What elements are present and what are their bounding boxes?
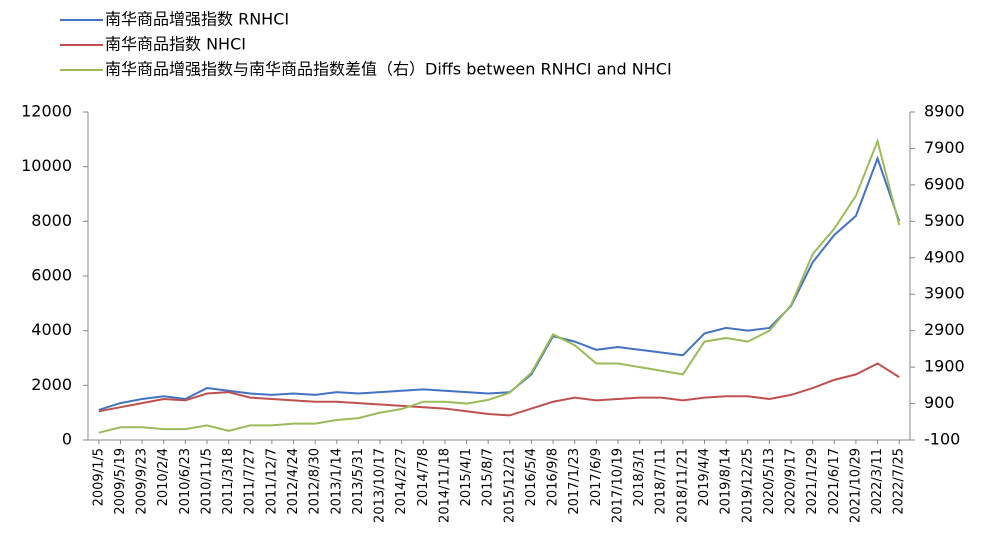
y-tick-label: 12000 [21, 102, 72, 121]
series-line [98, 155, 901, 411]
x-tick-label: 2017/6/9 [589, 448, 604, 506]
series-line [98, 137, 901, 434]
x-tick-label: 2021/10/29 [848, 448, 863, 523]
x-tick-label: 2016/9/8 [546, 448, 561, 506]
x-tick-label: 2022/7/25 [892, 448, 907, 515]
x-tick-label: 2010/2/4 [156, 448, 171, 506]
x-tick-label: 2020/5/13 [762, 448, 777, 515]
x-tick-label: 2012/4/24 [286, 448, 301, 515]
x-tick-label: 2019/12/25 [740, 448, 755, 523]
x-tick-label: 2009/1/5 [91, 448, 106, 506]
x-tick-label: 2013/1/14 [329, 448, 344, 515]
legend-label: 南华商品指数 NHCI [105, 35, 246, 54]
y-tick-label: 8000 [31, 211, 72, 230]
y-tick-label: 0 [62, 430, 72, 449]
y-tick-label: 4000 [31, 320, 72, 339]
y2-tick-label: 6900 [924, 174, 965, 193]
x-tick-label: 2021/1/29 [805, 448, 820, 515]
y2-tick-label: 4900 [924, 247, 965, 266]
x-tick-label: 2019/4/4 [697, 448, 712, 506]
x-tick-label: 2013/10/17 [373, 448, 388, 523]
y2-tick-label: 1900 [924, 357, 965, 376]
legend-label: 南华商品增强指数与南华商品指数差值（右）Diffs between RNHCI … [105, 60, 672, 79]
x-tick-label: 2018/3/1 [632, 448, 647, 506]
y2-tick-label: 8900 [924, 102, 965, 121]
x-tick-label: 2021/6/17 [827, 448, 842, 515]
x-tick-label: 2011/7/27 [243, 448, 258, 515]
y2-tick-label: -100 [924, 430, 960, 449]
x-tick-label: 2017/1/23 [567, 448, 582, 515]
x-tick-label: 2014/7/8 [416, 448, 431, 506]
x-tick-label: 2015/4/1 [459, 448, 474, 506]
x-tick-label: 2009/5/19 [113, 448, 128, 515]
y2-tick-label: 2900 [924, 320, 965, 339]
x-tick-label: 2012/8/30 [308, 448, 323, 515]
x-tick-label: 2010/11/5 [199, 448, 214, 515]
x-tick-label: 2015/12/21 [502, 448, 517, 523]
x-tick-label: 2017/10/19 [610, 448, 625, 523]
y2-tick-label: 900 [924, 393, 955, 412]
y-tick-label: 6000 [31, 266, 72, 285]
x-tick-label: 2011/12/7 [264, 448, 279, 515]
x-tick-label: 2011/3/18 [221, 448, 236, 515]
y-tick-label: 2000 [31, 375, 72, 394]
x-tick-label: 2022/3/11 [870, 448, 885, 515]
series-line [98, 362, 900, 417]
x-tick-label: 2018/11/21 [675, 448, 690, 523]
x-tick-label: 2016/5/4 [524, 448, 539, 506]
y2-tick-label: 3900 [924, 284, 965, 303]
x-tick-label: 2014/11/18 [437, 448, 452, 523]
x-tick-label: 2018/7/11 [654, 448, 669, 515]
x-tick-label: 2015/8/7 [481, 448, 496, 506]
y2-tick-label: 5900 [924, 211, 965, 230]
x-tick-label: 2013/5/31 [351, 448, 366, 515]
legend-label: 南华商品增强指数 RNHCI [105, 10, 289, 29]
y2-tick-label: 7900 [924, 138, 965, 157]
y-tick-label: 10000 [21, 156, 72, 175]
x-tick-label: 2009/9/23 [135, 448, 150, 515]
x-tick-label: 2020/9/17 [784, 448, 799, 515]
x-tick-label: 2019/8/14 [719, 448, 734, 515]
x-tick-label: 2010/6/23 [178, 448, 193, 515]
x-tick-label: 2014/2/27 [394, 448, 409, 515]
